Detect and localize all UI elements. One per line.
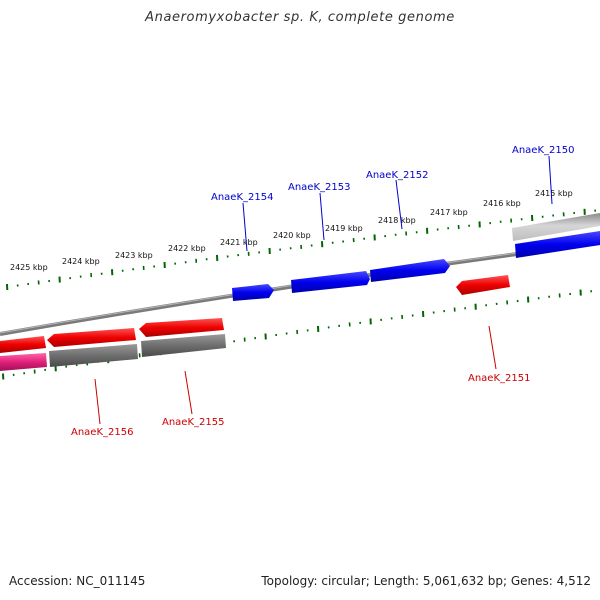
gene-anaek-2150[interactable] (515, 231, 600, 258)
gene-pink-rna[interactable] (0, 353, 47, 371)
leader-line-2154 (242, 202, 248, 252)
leader-line-2151 (488, 325, 497, 370)
gene-anaek-2151[interactable] (456, 275, 510, 295)
kbp-label: 2420 kbp (273, 231, 311, 240)
map-title: Anaeromyxobacter sp. K, complete genome (145, 10, 455, 25)
gene-label-2156[interactable]: AnaeK_2156 (71, 427, 133, 438)
gene-label-2153[interactable]: AnaeK_2153 (288, 182, 350, 193)
leader-line-2150 (548, 155, 553, 205)
kbp-label: 2416 kbp (483, 199, 521, 208)
gene-label-2150[interactable]: AnaeK_2150 (512, 145, 574, 156)
gene-anaek-2153[interactable] (291, 271, 370, 293)
gene-anaek-2154[interactable] (232, 284, 274, 301)
gene-gray-2[interactable] (49, 344, 138, 367)
kbp-label: 2424 kbp (62, 257, 100, 266)
reverse-strand-genes (0, 275, 510, 371)
gene-labels: AnaeK_2150 AnaeK_2152 AnaeK_2153 AnaeK_2… (71, 145, 574, 438)
genome-summary-text: Topology: circular; Length: 5,061,632 bp… (261, 574, 591, 588)
leader-line-2153 (319, 192, 325, 241)
accession-text: Accession: NC_011145 (9, 574, 146, 588)
gene-label-2152[interactable]: AnaeK_2152 (366, 170, 428, 181)
gene-label-2155[interactable]: AnaeK_2155 (162, 417, 224, 428)
gene-partial-red[interactable] (0, 336, 46, 353)
leader-line-2152 (395, 179, 403, 230)
kbp-label: 2423 kbp (115, 251, 153, 260)
outer-tick-scale (6, 208, 597, 291)
gene-label-2151[interactable]: AnaeK_2151 (468, 373, 530, 384)
kbp-scale-labels: 2425 kbp 2424 kbp 2423 kbp 2422 kbp 2421… (10, 189, 573, 272)
forward-strand-genes (232, 213, 600, 301)
kbp-label: 2425 kbp (10, 263, 48, 272)
kbp-label: 2422 kbp (168, 244, 206, 253)
gene-anaek-2152[interactable] (370, 259, 450, 282)
leader-line-2156 (94, 378, 101, 425)
label-leader-lines (94, 155, 553, 425)
gene-gray-1[interactable] (141, 334, 226, 357)
kbp-label: 2415 kbp (535, 189, 573, 198)
kbp-label: 2419 kbp (325, 224, 363, 233)
leader-line-2155 (184, 370, 193, 415)
gene-label-2154[interactable]: AnaeK_2154 (211, 192, 273, 203)
kbp-label: 2421 kbp (220, 238, 258, 247)
gene-light-gray[interactable] (512, 213, 600, 241)
kbp-label: 2417 kbp (430, 208, 468, 217)
gene-anaek-2156[interactable] (47, 328, 136, 347)
gene-anaek-2155[interactable] (139, 318, 224, 337)
kbp-label: 2418 kbp (378, 216, 416, 225)
